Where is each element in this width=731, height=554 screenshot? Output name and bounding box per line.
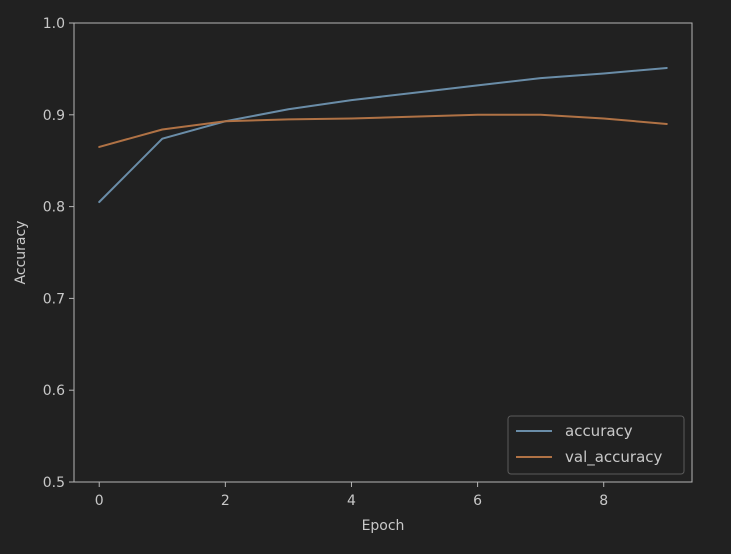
x-axis-label: Epoch: [362, 518, 405, 534]
y-tick-label: 0.6: [43, 383, 65, 399]
x-tick-label: 8: [599, 493, 608, 509]
legend-label-accuracy: accuracy: [565, 422, 633, 440]
y-tick-label: 1.0: [43, 16, 65, 32]
x-tick-label: 0: [95, 493, 104, 509]
y-axis-label: Accuracy: [13, 221, 29, 285]
y-tick-label: 0.7: [43, 291, 65, 307]
x-tick-label: 2: [221, 493, 230, 509]
series-line-val-accuracy: [98, 113, 668, 148]
y-tick-label: 0.5: [43, 475, 65, 491]
series-line-accuracy: [98, 66, 668, 204]
y-tick-label: 0.8: [43, 200, 65, 216]
x-tick-label: 4: [347, 493, 356, 509]
x-tick-label: 6: [473, 493, 482, 509]
legend-label-val-accuracy: val_accuracy: [565, 448, 663, 467]
axes-frame: [73, 22, 693, 483]
y-tick-label: 0.9: [43, 108, 65, 124]
